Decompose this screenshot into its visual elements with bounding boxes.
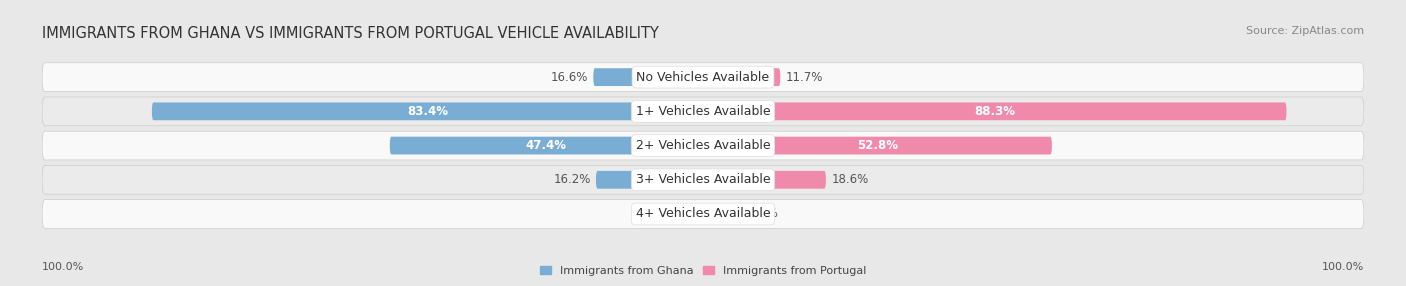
Text: 16.6%: 16.6% bbox=[551, 71, 588, 84]
Text: 2+ Vehicles Available: 2+ Vehicles Available bbox=[636, 139, 770, 152]
FancyBboxPatch shape bbox=[669, 205, 703, 223]
FancyBboxPatch shape bbox=[42, 165, 1364, 194]
FancyBboxPatch shape bbox=[152, 102, 703, 120]
Text: 47.4%: 47.4% bbox=[526, 139, 567, 152]
Text: Source: ZipAtlas.com: Source: ZipAtlas.com bbox=[1246, 26, 1364, 36]
FancyBboxPatch shape bbox=[593, 68, 703, 86]
FancyBboxPatch shape bbox=[703, 137, 1052, 154]
FancyBboxPatch shape bbox=[42, 200, 1364, 228]
Text: No Vehicles Available: No Vehicles Available bbox=[637, 71, 769, 84]
FancyBboxPatch shape bbox=[596, 171, 703, 189]
FancyBboxPatch shape bbox=[703, 171, 825, 189]
Text: 100.0%: 100.0% bbox=[1322, 262, 1364, 272]
Text: 5.2%: 5.2% bbox=[634, 207, 664, 221]
Text: 11.7%: 11.7% bbox=[786, 71, 823, 84]
FancyBboxPatch shape bbox=[703, 205, 744, 223]
Text: 83.4%: 83.4% bbox=[406, 105, 449, 118]
FancyBboxPatch shape bbox=[42, 131, 1364, 160]
Legend: Immigrants from Ghana, Immigrants from Portugal: Immigrants from Ghana, Immigrants from P… bbox=[536, 261, 870, 281]
Text: 6.1%: 6.1% bbox=[748, 207, 779, 221]
FancyBboxPatch shape bbox=[703, 68, 780, 86]
Text: IMMIGRANTS FROM GHANA VS IMMIGRANTS FROM PORTUGAL VEHICLE AVAILABILITY: IMMIGRANTS FROM GHANA VS IMMIGRANTS FROM… bbox=[42, 26, 659, 41]
Text: 4+ Vehicles Available: 4+ Vehicles Available bbox=[636, 207, 770, 221]
Text: 1+ Vehicles Available: 1+ Vehicles Available bbox=[636, 105, 770, 118]
FancyBboxPatch shape bbox=[389, 137, 703, 154]
Text: 18.6%: 18.6% bbox=[831, 173, 869, 186]
FancyBboxPatch shape bbox=[703, 102, 1286, 120]
Text: 100.0%: 100.0% bbox=[42, 262, 84, 272]
FancyBboxPatch shape bbox=[42, 97, 1364, 126]
Text: 16.2%: 16.2% bbox=[554, 173, 591, 186]
Text: 52.8%: 52.8% bbox=[856, 139, 898, 152]
Text: 88.3%: 88.3% bbox=[974, 105, 1015, 118]
Text: 3+ Vehicles Available: 3+ Vehicles Available bbox=[636, 173, 770, 186]
FancyBboxPatch shape bbox=[42, 63, 1364, 92]
